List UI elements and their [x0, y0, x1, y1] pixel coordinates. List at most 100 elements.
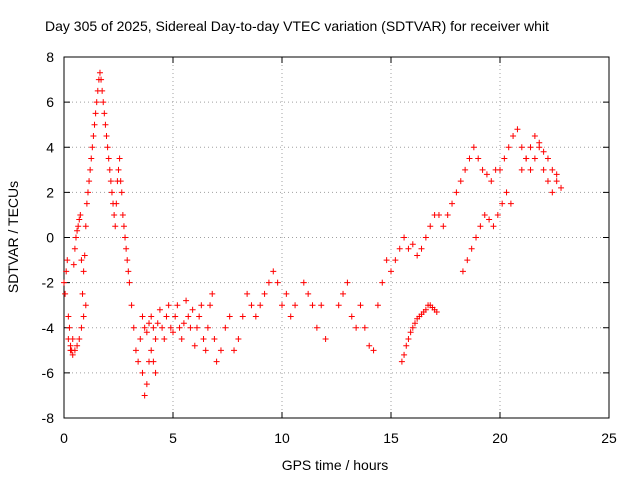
- data-point: [176, 324, 183, 331]
- data-point: [344, 279, 351, 286]
- data-point: [544, 155, 551, 162]
- data-point: [488, 178, 495, 185]
- data-point: [167, 324, 174, 331]
- data-point: [507, 200, 514, 207]
- data-point: [141, 324, 148, 331]
- data-point: [137, 336, 144, 343]
- data-point: [405, 336, 412, 343]
- y-tick-label: 4: [46, 139, 54, 155]
- data-point: [180, 320, 187, 327]
- data-point: [514, 126, 521, 133]
- data-point: [523, 155, 530, 162]
- data-point: [65, 336, 72, 343]
- data-point: [141, 392, 148, 399]
- data-point: [403, 342, 410, 349]
- data-point: [80, 268, 87, 275]
- data-point: [88, 155, 95, 162]
- data-point: [527, 166, 534, 173]
- data-point: [235, 336, 242, 343]
- data-point: [163, 313, 170, 320]
- data-point: [139, 369, 146, 376]
- data-point: [92, 110, 99, 117]
- data-point: [112, 223, 119, 230]
- data-point: [71, 245, 78, 252]
- data-point: [435, 211, 442, 218]
- x-tick-label: 0: [60, 430, 68, 446]
- data-point: [70, 261, 77, 268]
- data-point: [497, 166, 503, 173]
- data-point: [77, 211, 84, 218]
- data-point: [459, 268, 466, 275]
- data-point: [494, 211, 501, 218]
- data-point: [108, 189, 115, 196]
- data-point: [244, 290, 251, 297]
- data-point: [466, 155, 473, 162]
- data-point: [187, 324, 194, 331]
- data-point: [198, 302, 205, 309]
- data-point: [135, 358, 142, 365]
- data-point: [473, 234, 480, 241]
- data-point: [96, 69, 103, 76]
- data-point: [318, 302, 325, 309]
- data-point: [401, 351, 408, 358]
- data-point: [440, 223, 447, 230]
- data-point: [130, 324, 137, 331]
- data-point: [540, 166, 547, 173]
- data-point: [540, 148, 547, 155]
- y-tick-label: -8: [42, 410, 55, 426]
- data-point: [120, 223, 127, 230]
- data-point: [510, 132, 517, 139]
- data-point: [183, 297, 190, 304]
- data-point: [139, 313, 146, 320]
- y-tick-label: 8: [46, 49, 54, 65]
- data-point: [113, 200, 120, 207]
- data-point: [89, 144, 96, 151]
- data-point: [414, 252, 421, 259]
- x-tick-label: 10: [274, 430, 290, 446]
- data-point: [125, 268, 132, 275]
- data-point: [409, 241, 416, 248]
- y-axis-label: SDTVAR / TECUs: [5, 181, 21, 293]
- data-point: [98, 76, 105, 83]
- data-point: [202, 347, 209, 354]
- data-point: [279, 302, 285, 309]
- y-tick-label: 2: [46, 184, 54, 200]
- axis-ticks: 0 5 10 15 20 25 -8 -6 -4 -2 0 2 4 6 8: [42, 49, 617, 446]
- data-point: [300, 279, 307, 286]
- data-point: [444, 211, 451, 218]
- data-point: [106, 166, 113, 173]
- data-point: [81, 252, 88, 259]
- data-point: [477, 223, 484, 230]
- data-point: [348, 313, 355, 320]
- data-point: [115, 166, 122, 173]
- data-point: [209, 290, 216, 297]
- data-point: [401, 234, 408, 241]
- data-point: [124, 257, 131, 264]
- data-point: [274, 279, 281, 286]
- data-point: [102, 121, 109, 128]
- data-point: [191, 342, 198, 349]
- data-point: [107, 178, 114, 185]
- data-point: [196, 313, 203, 320]
- data-point: [313, 324, 320, 331]
- data-point: [76, 336, 83, 343]
- data-point: [104, 144, 111, 151]
- data-point: [283, 290, 290, 297]
- data-point: [287, 313, 294, 320]
- data-point: [132, 347, 139, 354]
- data-point: [62, 290, 69, 297]
- data-point: [422, 234, 429, 241]
- data-point: [217, 347, 224, 354]
- grid: [64, 57, 609, 418]
- chart-title: Day 305 of 2025, Sidereal Day-to-day VTE…: [45, 18, 549, 34]
- data-point: [72, 234, 79, 241]
- data-point: [388, 268, 394, 275]
- data-point: [462, 166, 469, 173]
- data-point: [99, 87, 106, 94]
- data-point: [78, 257, 85, 264]
- data-point: [170, 329, 176, 336]
- data-point: [407, 329, 414, 336]
- data-point: [159, 324, 166, 331]
- data-point: [118, 189, 125, 196]
